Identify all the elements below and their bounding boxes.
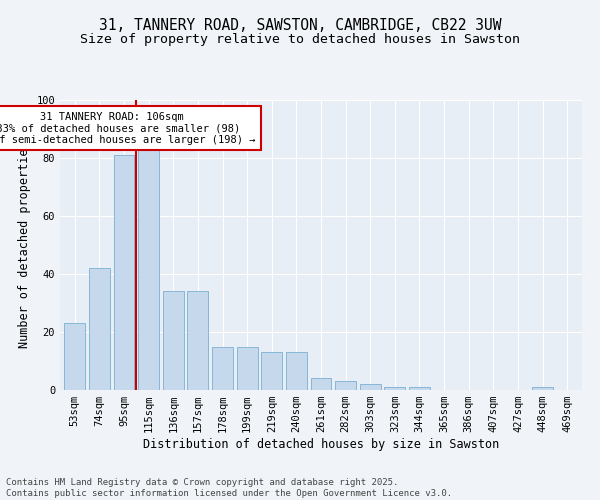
Bar: [286, 352, 307, 390]
Bar: [385, 387, 406, 390]
Bar: [138, 146, 159, 390]
Bar: [532, 387, 553, 390]
Bar: [360, 384, 381, 390]
Text: 31, TANNERY ROAD, SAWSTON, CAMBRIDGE, CB22 3UW: 31, TANNERY ROAD, SAWSTON, CAMBRIDGE, CB…: [99, 18, 501, 32]
Text: Size of property relative to detached houses in Sawston: Size of property relative to detached ho…: [80, 32, 520, 46]
Bar: [163, 292, 184, 390]
Bar: [311, 378, 331, 390]
Bar: [236, 346, 257, 390]
X-axis label: Distribution of detached houses by size in Sawston: Distribution of detached houses by size …: [143, 438, 499, 451]
Bar: [113, 155, 134, 390]
Y-axis label: Number of detached properties: Number of detached properties: [18, 142, 31, 348]
Bar: [64, 324, 85, 390]
Bar: [409, 387, 430, 390]
Bar: [212, 346, 233, 390]
Bar: [89, 268, 110, 390]
Text: 31 TANNERY ROAD: 106sqm
← 33% of detached houses are smaller (98)
66% of semi-de: 31 TANNERY ROAD: 106sqm ← 33% of detache…: [0, 112, 256, 145]
Bar: [335, 382, 356, 390]
Bar: [261, 352, 282, 390]
Bar: [187, 292, 208, 390]
Text: Contains HM Land Registry data © Crown copyright and database right 2025.
Contai: Contains HM Land Registry data © Crown c…: [6, 478, 452, 498]
